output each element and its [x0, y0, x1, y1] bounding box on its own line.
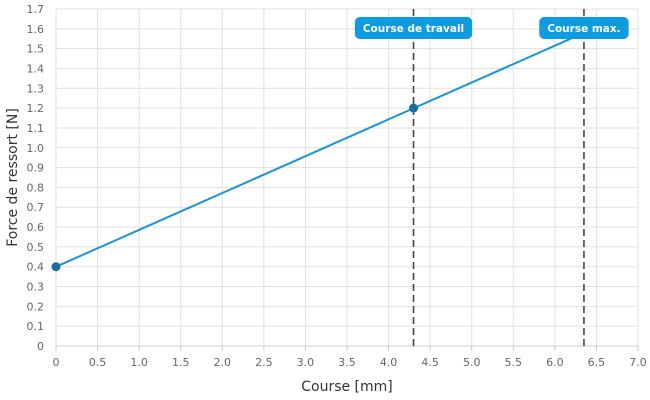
y-tick-label: 1.3: [27, 82, 45, 95]
y-axis-title: Force de ressort [N]: [5, 108, 21, 247]
grid: [55, 8, 639, 351]
reference-callout: Course de travail: [354, 17, 473, 39]
x-tick-label: 1.0: [130, 356, 148, 369]
x-tick-label: 0: [53, 356, 60, 369]
callout-box: [539, 17, 629, 39]
x-tick-label: 5.5: [505, 356, 523, 369]
x-tick-label: 4.0: [380, 356, 398, 369]
y-tick-label: 1.6: [27, 23, 45, 36]
y-tick-label: 1.2: [27, 102, 45, 115]
x-tick-label: 2.5: [255, 356, 273, 369]
x-tick-label: 7.0: [629, 356, 647, 369]
y-tick-label: 0.2: [27, 300, 45, 313]
callout-label: Course max.: [547, 23, 620, 35]
y-tick-label: 0: [37, 340, 44, 353]
y-tick-label: 0.9: [27, 162, 45, 175]
x-tick-label: 2.0: [214, 356, 232, 369]
x-tick-label: 6.0: [546, 356, 564, 369]
y-tick-label: 0.1: [27, 320, 45, 333]
y-tick-label: 1.5: [27, 43, 45, 56]
reference-lines: [412, 9, 585, 346]
y-tick-label: 0.4: [27, 261, 45, 274]
y-tick-label: 1.7: [27, 3, 45, 16]
callout-label: Course de travail: [363, 23, 464, 35]
x-tick-label: 4.5: [421, 356, 439, 369]
y-tick-label: 0.3: [27, 281, 45, 294]
callout-box: [354, 17, 473, 39]
series-layer: [51, 31, 585, 272]
y-tick-label: 0.6: [27, 221, 45, 234]
x-tick-label: 3.0: [297, 356, 315, 369]
x-tick-label: 3.5: [338, 356, 356, 369]
y-tick-label: 1.1: [27, 122, 45, 135]
callouts: Course de travail Course max.: [354, 17, 629, 39]
x-axis-ticks: 0 0.5 1.0 1.5 2.0 2.5 3.0 3.5 4.0 4.5 5.0 5.5 6.0 6.5…: [53, 356, 647, 369]
y-tick-label: 0.5: [27, 241, 45, 254]
reference-callout: Course max.: [539, 17, 629, 39]
data-point: [51, 262, 61, 272]
x-tick-label: 0.5: [89, 356, 107, 369]
x-tick-label: 5.0: [463, 356, 481, 369]
y-tick-label: 1.4: [27, 62, 45, 75]
y-tick-label: 1.0: [27, 142, 45, 155]
x-axis-title: Course [mm]: [301, 379, 393, 395]
x-tick-label: 1.5: [172, 356, 190, 369]
x-tick-label: 6.5: [588, 356, 606, 369]
series-line: [55, 31, 585, 268]
y-tick-label: 0.8: [27, 181, 45, 194]
data-point: [409, 103, 419, 113]
y-tick-label: 0.7: [27, 201, 45, 214]
y-axis-ticks: 0 0.1 0.2 0.3 0.4 0.5 0.6 0.7 0.8 0.9 1.0 1.1 1.2 1.3…: [27, 3, 45, 353]
